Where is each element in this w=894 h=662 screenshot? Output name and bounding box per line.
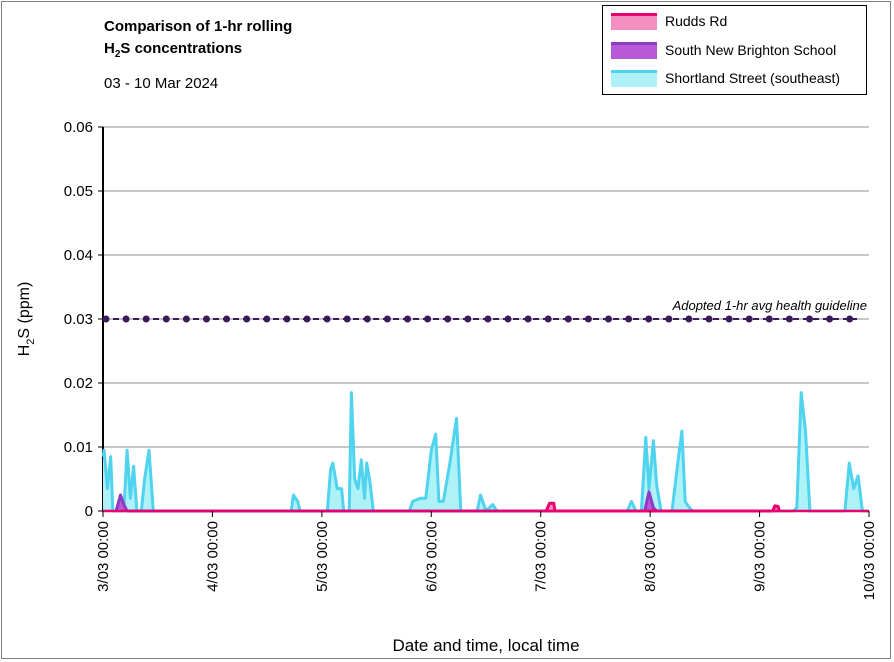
series-line	[101, 391, 869, 513]
x-tick-label: 5/03 00:00	[314, 521, 331, 592]
chart-title-line2: H2S concentrations	[104, 38, 292, 66]
guideline-marker	[203, 315, 210, 323]
guideline-marker	[182, 315, 190, 323]
guideline-marker	[323, 315, 331, 323]
guideline-marker	[444, 315, 452, 323]
x-tick-label: 8/03 00:00	[642, 521, 659, 592]
guideline-marker	[343, 315, 351, 323]
guideline-marker	[806, 315, 813, 323]
guideline-marker	[846, 315, 854, 323]
guideline-marker	[102, 315, 110, 323]
chart-title-block: Comparison of 1-hr rolling H2S concentra…	[104, 16, 292, 94]
guideline-marker	[383, 315, 391, 323]
x-tick-label: 7/03 00:00	[533, 521, 550, 592]
guideline-marker	[544, 315, 552, 323]
y-tick-label: 0.01	[64, 439, 93, 456]
guideline-marker	[605, 315, 612, 323]
guideline-marker	[584, 315, 592, 323]
y-axis-title-h: H	[16, 345, 33, 357]
series-area	[116, 491, 657, 511]
guideline-marker	[404, 315, 411, 323]
guideline-marker	[685, 315, 693, 323]
y-tick-label: 0.06	[64, 119, 93, 136]
guideline-marker	[243, 315, 251, 323]
y-tick-label: 0.02	[64, 375, 93, 392]
guideline-marker	[524, 315, 532, 323]
legend-label-south-new-brighton: South New Brighton School	[665, 42, 837, 58]
guideline-marker	[142, 315, 150, 323]
guideline-marker	[263, 315, 271, 323]
guideline-marker	[705, 315, 713, 323]
title-sub: 2	[114, 49, 121, 60]
guideline-marker	[424, 315, 432, 323]
guideline-marker	[223, 315, 231, 323]
guideline-marker	[826, 315, 834, 323]
y-axis-title-sub: 2	[25, 339, 37, 345]
y-axis-title: H2S (ppm)	[16, 282, 37, 357]
guideline-marker	[665, 315, 673, 323]
y-tick-label: 0.04	[64, 247, 93, 264]
y-tick-label: 0.03	[64, 311, 93, 328]
guideline-marker	[283, 315, 291, 323]
guideline-marker	[303, 315, 311, 323]
title-post: S concentrations	[120, 40, 243, 57]
legend-swatch-south-new-brighton	[611, 42, 657, 59]
y-tick-label: 0	[85, 503, 93, 520]
title-h: H	[104, 40, 115, 57]
x-tick-label: 4/03 00:00	[204, 521, 221, 592]
legend-swatch-shortland-street	[611, 70, 657, 87]
guideline-marker	[464, 315, 472, 323]
x-axis-title: Date and time, local time	[392, 636, 579, 655]
guideline-marker	[745, 315, 753, 323]
guideline-label: Adopted 1-hr avg health guideline	[672, 298, 867, 313]
guideline-marker	[765, 315, 773, 323]
series-area	[103, 392, 869, 511]
guideline-marker	[785, 315, 793, 323]
guideline-marker	[122, 315, 130, 323]
legend-label-shortland-street: Shortland Street (southeast)	[665, 70, 841, 86]
series-line	[114, 490, 658, 513]
guideline-marker	[162, 315, 170, 323]
chart-title-line1: Comparison of 1-hr rolling	[104, 18, 293, 35]
guideline-marker	[363, 315, 371, 323]
y-tick-label: 0.05	[64, 183, 93, 200]
x-tick-label: 9/03 00:00	[752, 521, 769, 592]
guideline-marker	[725, 315, 733, 323]
guideline-marker	[504, 315, 512, 323]
legend-swatch-rudds-rd	[611, 13, 657, 30]
x-tick-label: 6/03 00:00	[423, 521, 440, 592]
legend-label-rudds-rd: Rudds Rd	[665, 13, 728, 29]
chart-legend: Rudds Rd South New Brighton School Short…	[602, 5, 867, 95]
x-tick-label: 3/03 00:00	[95, 521, 112, 592]
guideline-marker	[625, 315, 633, 323]
guideline-marker	[645, 315, 653, 323]
chart-subtitle: 03 - 10 Mar 2024	[104, 75, 219, 92]
guideline-marker	[564, 315, 572, 323]
guideline-marker	[484, 315, 492, 323]
x-tick-label: 10/03 00:00	[861, 521, 878, 600]
y-axis-title-post: S (ppm)	[16, 282, 33, 339]
